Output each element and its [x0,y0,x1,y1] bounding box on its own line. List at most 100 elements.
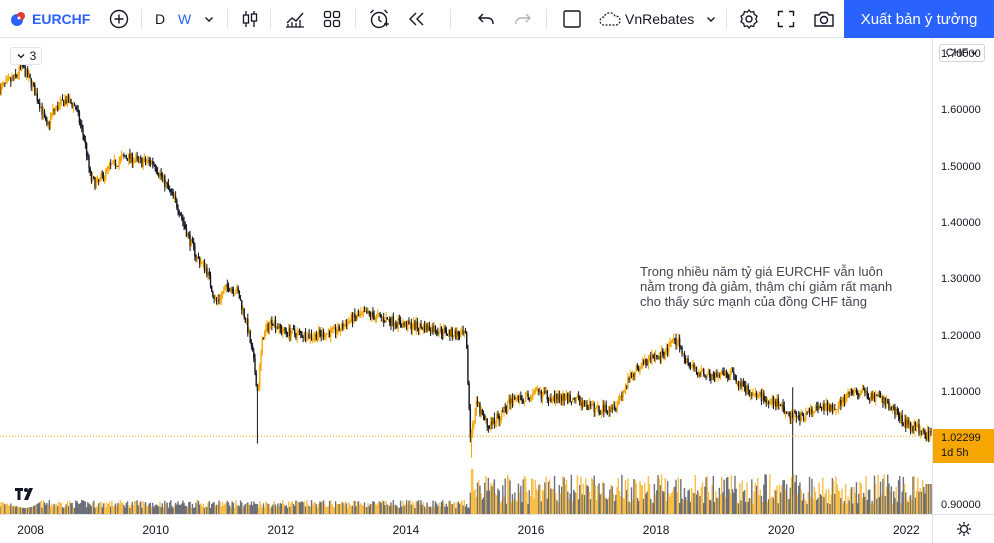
volume-bar [694,475,696,514]
candle-body [389,318,391,323]
volume-bar [903,483,906,514]
candle-body [164,175,166,187]
candle-body [351,314,354,323]
volume-bar [123,504,125,514]
layout-button[interactable] [561,0,583,38]
volume-bar [646,491,648,514]
candle-body [652,354,654,358]
indicators-legend-toggle[interactable]: 3 [10,47,42,65]
candle-body [748,390,751,396]
compare-symbol-button[interactable] [108,0,130,38]
candle-body [704,374,706,376]
volume-bar [262,503,265,514]
volume-bar [397,507,399,514]
candle-body [575,397,577,402]
candle-body [666,347,669,353]
bar-replay-button[interactable] [406,0,428,38]
volume-bar [485,475,487,514]
volume-bar [672,487,675,514]
interval-dropdown-button[interactable] [200,0,218,38]
publish-idea-button[interactable]: Xuất bản ý tưởng [844,0,994,38]
volume-bar [307,504,309,514]
volume-bar [440,501,443,514]
chart-type-button[interactable] [239,0,261,38]
volume-bar [268,503,271,514]
volume-bar [567,491,569,514]
snapshot-button[interactable] [812,0,836,38]
indicators-button[interactable] [283,0,307,38]
tradingview-logo[interactable] [8,480,42,508]
candle-body [544,391,546,393]
candle-body [79,122,82,125]
candle-body [328,332,331,338]
volume-bar [716,497,718,514]
currency-selector[interactable]: CHF [939,44,985,62]
candle-body [130,153,132,160]
chart-settings-button[interactable] [737,0,761,38]
candle-body [161,176,164,178]
candle-body [384,321,386,323]
candle-body [395,324,397,326]
candle-body [292,328,295,330]
undo-button[interactable] [475,0,497,38]
candle-body [223,290,225,294]
candle-body [670,341,672,343]
volume-bar [905,492,907,514]
volume-bar [146,506,148,514]
candle-body [257,385,260,391]
create-alert-button[interactable] [367,0,391,38]
candle-body [553,395,556,402]
price-chart[interactable] [0,38,932,514]
time-axis[interactable]: 2008 2010 2012 2014 2016 2018 2020 2022 [0,514,932,543]
camera-icon [814,11,834,27]
candle-body [534,389,536,392]
volume-bar [184,505,186,514]
interval-week-button[interactable]: W [178,11,192,27]
cloud-layout-icon[interactable] [598,0,622,38]
volume-bar [441,500,444,514]
fullscreen-button[interactable] [775,0,797,38]
axis-settings-button[interactable] [932,514,994,543]
volume-bar [416,501,419,514]
volume-bar [185,506,188,514]
redo-button[interactable] [512,0,534,38]
price-axis[interactable]: CHF 1.70000 1.60000 1.50000 1.40000 1.30000 1… [932,38,994,514]
volume-bar [301,501,303,514]
candle-body [369,313,372,317]
indicator-templates-button[interactable] [321,0,343,38]
volume-bar [432,500,434,514]
candle-body [176,199,178,208]
candle-body [428,325,431,331]
rewind-icon [409,12,424,26]
interval-day-button[interactable]: D [155,11,166,27]
candle-body [450,328,452,336]
layout-dropdown-button[interactable] [703,0,719,38]
candle-body [790,412,793,420]
candle-body [641,362,644,368]
candle-body [731,371,734,373]
volume-bar [787,499,789,514]
candle-body [202,261,204,263]
candle-body [325,333,327,338]
candle-body [255,373,257,387]
candle-body [669,342,671,347]
candle-body [528,397,530,401]
volume-bar [217,504,219,514]
volume-bar [767,499,770,514]
candle-body [363,310,366,312]
candle-body [798,415,800,418]
volume-bar [278,506,280,514]
layout-name-button[interactable]: VnRebates [625,11,695,27]
volume-bar [0,501,2,514]
candle-body [254,358,256,374]
candle-body [229,290,231,292]
candle-body [138,157,141,160]
volume-bar [728,489,730,514]
candle-body [545,391,547,393]
volume-bar [275,507,278,514]
volume-bar [582,483,585,514]
symbol-search-button[interactable]: EURCHF [32,11,91,27]
chart-pane[interactable]: 3 Trong nhiều năm tỷ giá EURCHF vẫn luôn… [0,38,932,514]
text-annotation[interactable]: Trong nhiều năm tỷ giá EURCHF vẫn luôn n… [640,264,930,309]
volume-bar [478,480,480,514]
